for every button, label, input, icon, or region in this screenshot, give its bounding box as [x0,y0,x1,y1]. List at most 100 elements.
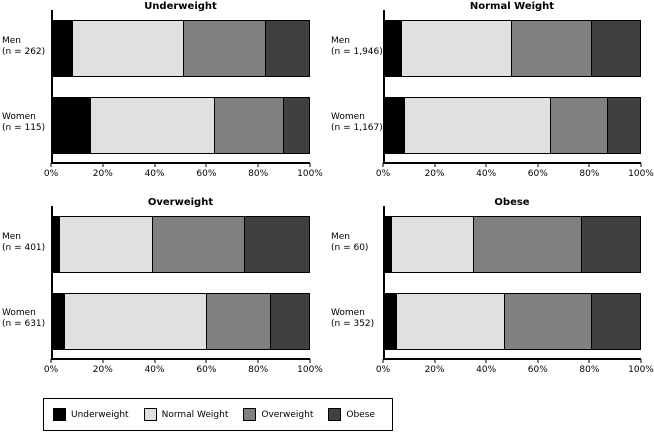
x-tick-mark [640,359,642,363]
legend-item-obese: Obese [328,408,375,421]
bar-segment-underweight [384,216,392,273]
x-tick-label: 100% [628,169,654,179]
row-label-group: Men [331,232,351,242]
y-axis-line [51,10,53,163]
panel-normal-weight: Normal Weight 0% 20% 40% 60% 80% 100% Men (n = 1… [327,0,654,192]
x-tick-mark [309,359,311,363]
x-tick-mark [485,163,487,167]
x-tick-label: 60% [196,169,217,179]
row-label-men: Men (n = 1,946) [331,36,383,58]
x-tick-label: 100% [297,365,323,375]
bar-women [384,97,641,154]
x-tick-mark [382,359,384,363]
legend-item-overweight: Overweight [243,408,313,421]
bar-segment-overweight [183,20,267,77]
bar-segment-obese [592,293,641,350]
row-label-n: (n = 631) [2,319,46,329]
legend-item-normal-weight: Normal Weight [143,408,229,421]
x-tick-mark [434,163,436,167]
bar-segment-overweight [214,97,285,154]
row-label-women: Women (n = 1,167) [331,112,383,134]
x-tick-label: 0% [43,365,59,375]
bar-women [52,293,310,350]
bar-women [384,293,641,350]
x-tick-label: 60% [527,365,548,375]
plot-area: 0% 20% 40% 60% 80% 100% [44,10,323,179]
row-label-group: Men [2,232,22,242]
x-tick-mark [205,359,207,363]
bar-men [52,216,310,273]
plot-area: 0% 20% 40% 60% 80% 100% [376,206,654,375]
bar-segment-obese [284,97,310,154]
bar-segment-underweight [384,293,397,350]
row-label-group: Women [331,112,365,122]
x-axis-line [383,162,641,164]
bar-segment-normal-weight [64,293,207,350]
x-tick-mark [102,163,104,167]
x-tick-label: 0% [375,365,391,375]
x-tick-label: 60% [196,365,217,375]
bar-segment-obese [266,20,310,77]
y-axis-line [383,206,385,359]
bar-segment-normal-weight [401,20,513,77]
x-axis-line [51,162,310,164]
bar-segment-underweight [52,293,65,350]
legend-label: Obese [346,409,375,420]
x-tick-label: 0% [375,169,391,179]
bar-segment-underweight [52,216,60,273]
row-label-n: (n = 115) [2,123,46,133]
row-label-group: Women [2,112,36,122]
plot-area: 0% 20% 40% 60% 80% 100% [44,206,323,375]
legend-item-underweight: Underweight [53,408,129,421]
row-label-women: Women (n = 352) [331,308,374,330]
row-label-n: (n = 352) [331,319,375,329]
legend-label: Normal Weight [161,409,229,420]
x-tick-label: 100% [297,169,323,179]
x-tick-mark [434,359,436,363]
legend-label: Overweight [261,409,314,420]
x-axis-line [383,358,641,360]
x-tick-mark [588,163,590,167]
x-tick-mark [588,359,590,363]
panel-title: Normal Weight [469,1,555,12]
row-label-women: Women (n = 631) [2,308,45,330]
bar-segment-normal-weight [404,97,552,154]
panel-title: Obese [494,197,530,208]
x-tick-label: 40% [144,169,165,179]
x-tick-mark [257,359,259,363]
x-tick-label: 20% [424,169,445,179]
x-tick-label: 80% [248,365,269,375]
bar-segment-overweight [551,97,608,154]
x-tick-label: 40% [144,365,165,375]
bar-women [52,97,310,154]
panel-title: Underweight [144,1,217,12]
plot-area: 0% 20% 40% 60% 80% 100% [376,10,654,179]
bar-segment-obese [245,216,310,273]
x-tick-label: 20% [92,365,113,375]
x-tick-mark [205,163,207,167]
x-tick-label: 0% [43,169,59,179]
x-tick-mark [257,163,259,167]
legend-swatch-icon [328,408,342,421]
x-tick-mark [102,359,104,363]
legend-swatch-icon [243,408,257,421]
x-tick-label: 80% [579,169,600,179]
bar-segment-overweight [512,20,593,77]
x-tick-label: 80% [579,365,600,375]
row-label-women: Women (n = 115) [2,112,45,134]
x-tick-label: 40% [476,365,497,375]
row-label-men: Men (n = 262) [2,36,45,58]
bar-segment-normal-weight [391,216,474,273]
x-tick-label: 40% [476,169,497,179]
legend-swatch-icon [53,408,66,421]
x-tick-mark [154,359,156,363]
x-tick-label: 100% [628,365,654,375]
row-label-n: (n = 1,167) [331,123,383,133]
bar-segment-underweight [52,20,73,77]
x-tick-mark [50,359,52,363]
bar-segment-normal-weight [90,97,215,154]
bar-segment-overweight [473,216,582,273]
panel-overweight: Overweight 0% 20% 40% 60% 80% 100% Men (n = 401)… [0,196,327,388]
x-tick-mark [640,163,642,167]
